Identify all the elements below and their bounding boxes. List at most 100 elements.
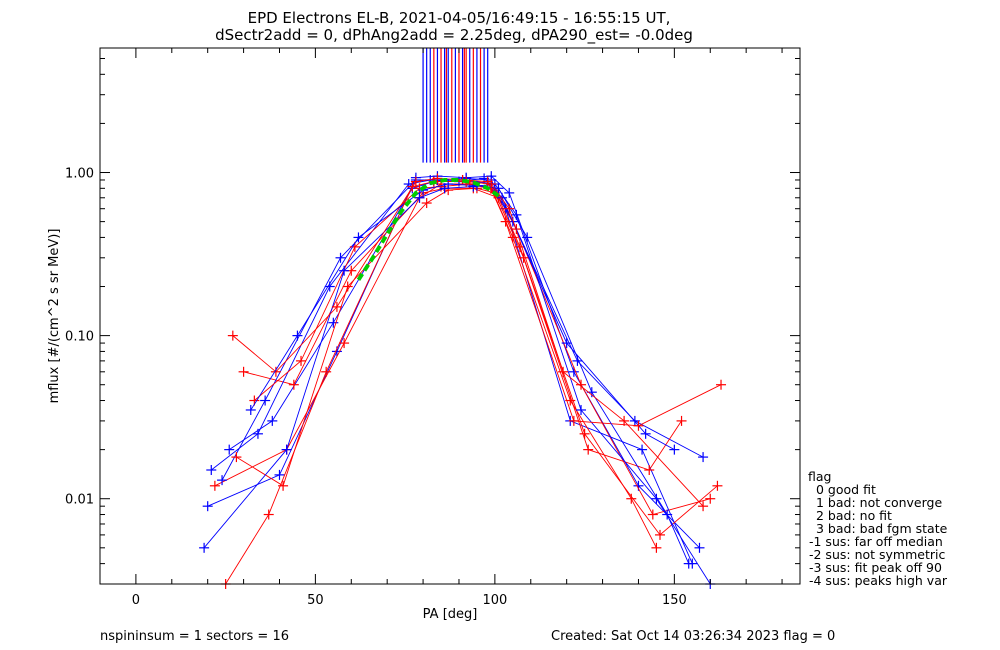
data-point: [655, 529, 665, 540]
data-point: [558, 366, 569, 377]
data-point: [561, 338, 572, 349]
data-point: [206, 464, 217, 475]
data-point: [676, 415, 687, 426]
data-point: [288, 379, 299, 390]
data-point: [353, 232, 364, 243]
y-axis-label: mflux [#/(cm^2 s sr MeV)]: [47, 229, 62, 404]
series-line-2: [228, 179, 693, 564]
data-point: [331, 301, 342, 312]
data-point: [500, 216, 511, 227]
data-point: [274, 469, 285, 480]
series-line-0: [207, 175, 700, 549]
x-tick-label: 50: [307, 593, 324, 608]
legend-item: 3 bad: bad fgm state: [816, 521, 948, 536]
data-point: [335, 252, 346, 263]
series-line-7: [254, 183, 657, 549]
data-point: [698, 501, 709, 512]
data-point: [245, 404, 256, 415]
data-point: [619, 415, 630, 426]
data-point: [260, 395, 271, 406]
data-point: [626, 493, 637, 504]
footer-created: Created: Sat Oct 14 03:26:34 2023 flag =…: [551, 629, 835, 644]
data-point: [270, 366, 281, 377]
peak-marker-layer: [422, 48, 489, 163]
y-tick-label: 1.00: [65, 167, 94, 182]
data-point: [694, 542, 705, 553]
x-axis-label: PA [deg]: [423, 607, 478, 622]
data-point: [640, 428, 651, 439]
x-tick-label: 0: [132, 593, 140, 608]
data-point: [443, 179, 454, 190]
data-point: [339, 265, 350, 276]
chart-title-line2: dSectr2add = 0, dPhAng2add = 2.25deg, dP…: [215, 26, 693, 45]
legend-title: flag: [808, 469, 831, 484]
data-point: [633, 420, 644, 431]
data-point: [507, 232, 518, 243]
y-tick-label: 0.10: [65, 330, 94, 345]
chart-title-line1: EPD Electrons EL-B, 2021-04-05/16:49:15 …: [248, 9, 671, 27]
data-point: [281, 444, 292, 455]
series-line-11: [225, 181, 704, 585]
series-layer: [199, 171, 727, 589]
legend-item: 0 good fit: [816, 482, 876, 497]
data-point: [486, 179, 497, 190]
y-tick-label: 0.01: [65, 493, 94, 508]
series-line-5: [236, 187, 682, 487]
axis-layer: 0 50 100 150 0.01 0.10 1.00: [65, 48, 800, 608]
data-point: [493, 183, 504, 194]
data-point: [224, 444, 235, 455]
data-point: [263, 509, 274, 520]
data-point: [421, 198, 432, 209]
data-point: [321, 366, 332, 377]
data-point: [716, 379, 727, 390]
data-point: [644, 464, 655, 475]
series-line-8: [203, 183, 711, 585]
data-point: [278, 480, 289, 491]
data-point: [568, 415, 579, 426]
fit-curve-layer: [356, 178, 500, 281]
legend-item: -1 sus: far off median: [809, 534, 943, 549]
footer-info: nspininsum = 1 sectors = 16: [100, 629, 289, 644]
data-point: [583, 444, 594, 455]
data-point: [217, 475, 228, 486]
legend-item: 1 bad: not converge: [816, 495, 942, 510]
data-point: [647, 509, 658, 520]
data-point: [267, 415, 278, 426]
data-point: [504, 203, 515, 214]
data-point: [199, 542, 210, 553]
data-point: [576, 404, 587, 415]
data-point: [576, 379, 587, 390]
data-point: [637, 444, 648, 455]
data-point: [238, 366, 249, 377]
data-point: [231, 452, 242, 463]
data-point: [504, 187, 515, 198]
legend-item: -2 sus: not symmetric: [809, 547, 945, 562]
data-point: [202, 501, 213, 512]
data-point: [328, 317, 339, 328]
fit-curve: [356, 178, 500, 281]
data-point: [296, 355, 307, 366]
data-point: [410, 176, 421, 187]
data-point: [339, 338, 350, 349]
x-tick-label: 150: [662, 593, 687, 608]
data-point: [522, 232, 533, 243]
data-point: [651, 542, 662, 553]
legend-item: -3 sus: fit peak off 90: [809, 560, 942, 575]
data-point: [662, 509, 673, 520]
data-point: [407, 181, 418, 192]
legend-item: 2 bad: no fit: [816, 508, 892, 523]
plot-frame: [99, 47, 801, 585]
data-point: [712, 480, 723, 491]
data-point: [252, 428, 263, 439]
data-point: [414, 192, 425, 203]
legend: flag 0 good fit 1 bad: not converge 2 ba…: [808, 469, 948, 588]
data-point: [579, 428, 590, 439]
data-point: [209, 480, 220, 491]
data-point: [227, 330, 238, 341]
x-tick-label: 100: [482, 593, 507, 608]
data-point: [292, 330, 303, 341]
data-point: [705, 493, 716, 504]
data-point: [698, 452, 709, 463]
data-point: [669, 444, 680, 455]
